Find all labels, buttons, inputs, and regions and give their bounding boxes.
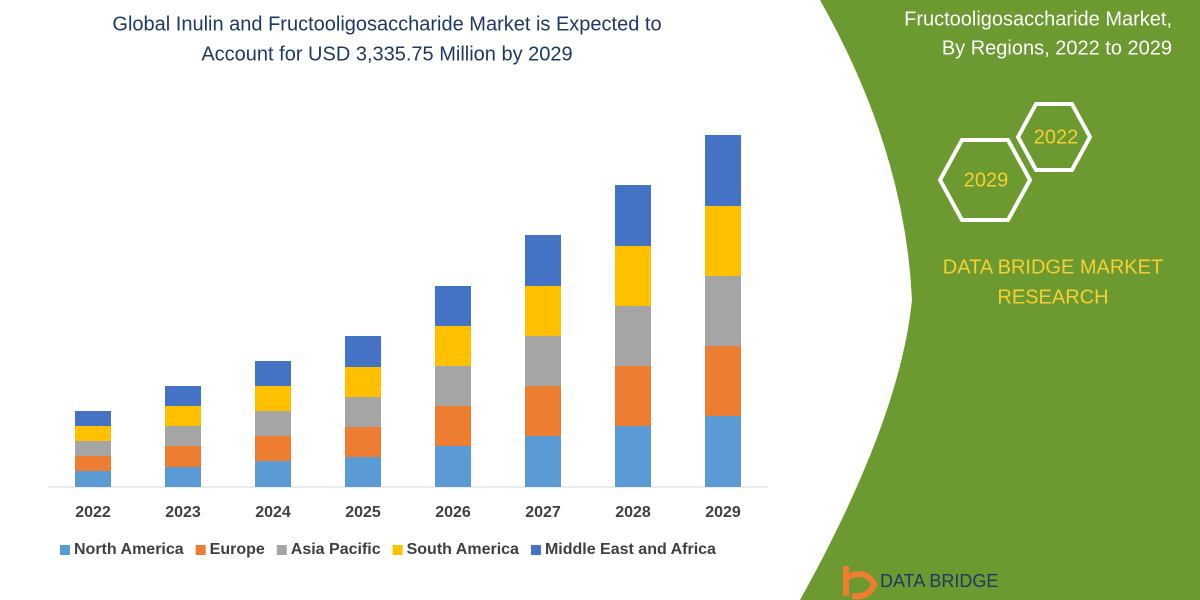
x-tick-label: 2029 [705,504,741,521]
bar-segment [525,386,561,436]
x-tick-label: 2028 [615,504,651,521]
bar-segment [435,366,471,406]
bar-segment [615,246,651,306]
brand-text: DATA BRIDGE MARKET [943,256,1163,278]
x-tick-label: 2025 [345,504,381,521]
bar-segment [165,446,201,467]
x-tick-label: 2027 [525,504,561,521]
bar-segment [345,397,381,427]
bar-segment [165,467,201,487]
bar-segment [525,286,561,336]
bar-segment [75,456,111,471]
hexagon [937,138,1033,222]
side-panel [800,0,1200,600]
bar-segment [615,185,651,246]
chart-title: Global Inulin and Fructooligosaccharide … [112,13,661,35]
bar-segment [255,461,291,487]
legend-label: North America [74,541,184,558]
bar-segment [705,346,741,416]
bar-segment [705,206,741,276]
bar-segment [165,426,201,446]
bar-segment [75,411,111,426]
legend-swatch [530,545,541,555]
legend-swatch [60,545,70,555]
bar-segment [435,446,471,487]
x-tick-label: 2026 [435,504,471,521]
legend-swatch [276,545,287,555]
bar-segment [705,276,741,346]
bar-segment [615,306,651,366]
bar-segment [75,471,111,487]
bar-segment [525,336,561,386]
legend-label: Asia Pacific [291,541,381,558]
bar-segment [165,406,201,426]
logo-text: DATA BRIDGE [880,571,998,591]
x-tick-label: 2022 [75,504,111,521]
hexagon-label: 2022 [1034,126,1079,148]
panel-title: Fructooligosaccharide Market, [904,8,1172,30]
bar-segment [525,235,561,286]
hexagon-label: 2029 [964,169,1009,191]
bar-segment [345,336,381,367]
legend-label: Middle East and Africa [545,541,716,558]
bar-segment [525,436,561,487]
legend-swatch [392,545,403,555]
panel-title: By Regions, 2022 to 2029 [942,37,1172,59]
x-tick-label: 2023 [165,504,201,521]
bar-segment [435,326,471,366]
chart-title: Account for USD 3,335.75 Million by 2029 [201,43,572,65]
bar-segment [165,386,201,406]
bar-segment [255,411,291,436]
bar-segment [75,441,111,456]
bar-segment [255,361,291,386]
bar-segment [705,135,741,206]
legend-swatch [195,545,206,555]
bar-segment [705,416,741,487]
bar-segment [345,367,381,397]
bar-segment [255,436,291,461]
bar-segment [615,366,651,426]
hexagon [1015,102,1093,172]
bar-segment [345,427,381,457]
legend-label: Europe [210,541,265,558]
logo-icon [843,566,878,600]
bar-segment [345,457,381,487]
bar-segment [615,426,651,487]
bar-segment [435,286,471,326]
bar-segment [255,386,291,411]
bar-segment [435,406,471,446]
brand-text: RESEARCH [997,286,1108,308]
legend-label: South America [407,541,519,558]
bar-segment [75,426,111,441]
x-tick-label: 2024 [255,504,291,521]
